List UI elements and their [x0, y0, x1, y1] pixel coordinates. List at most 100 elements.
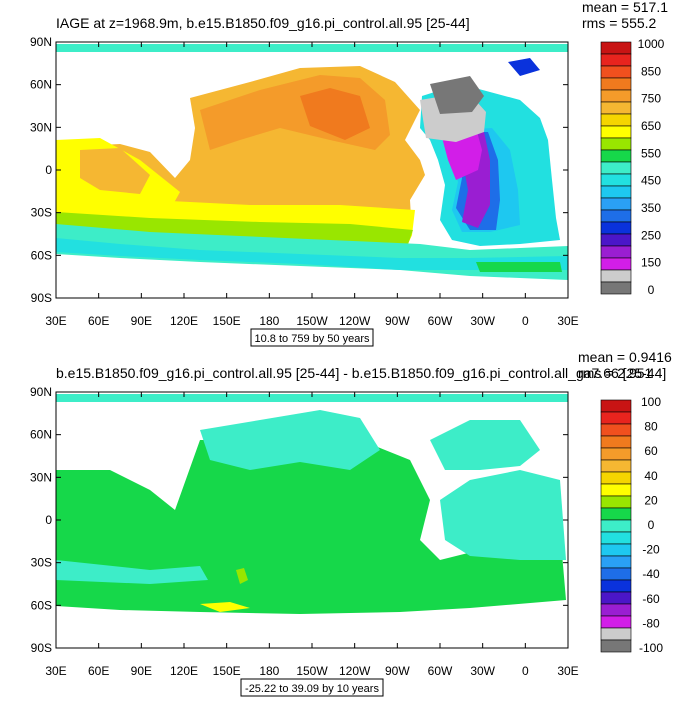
colorbar-swatch [600, 483, 632, 497]
colorbar-swatch [600, 507, 632, 521]
colorbar-swatch [600, 459, 632, 473]
x-tick-label: 120E [170, 664, 198, 678]
y-tick-label: 30N [30, 120, 52, 134]
x-tick-label: 150W [296, 314, 328, 328]
stat-mean: mean = 0.9416 [578, 349, 672, 365]
x-tick-label: 90W [385, 664, 410, 678]
colorbar-label: -80 [642, 616, 660, 630]
x-tick-label: 90E [131, 664, 152, 678]
colorbar-label: 60 [644, 444, 658, 458]
colorbar-label: 0 [648, 518, 655, 532]
stat-rms: rms = 2.951 [578, 365, 653, 381]
x-tick-label: 60E [88, 664, 109, 678]
colorbar-swatch [600, 555, 632, 569]
range-label: -25.22 to 39.09 by 10 years [245, 683, 379, 695]
colorbar-label: 250 [641, 228, 661, 242]
y-tick-label: 60N [30, 78, 52, 92]
stat-rms: rms = 555.2 [582, 15, 657, 31]
colorbar-swatch [600, 257, 632, 271]
x-tick-label: 30E [45, 314, 66, 328]
x-tick-label: 60E [88, 314, 109, 328]
axes-top: 30E 60E 90E 120E 150E 180 150W 120W 90W 60W 30W 0 30… [30, 35, 579, 328]
colorbar-label: 650 [641, 119, 661, 133]
colorbar-swatch [600, 89, 632, 103]
y-tick-label: 0 [45, 513, 52, 527]
x-tick-label: 90W [385, 314, 410, 328]
colorbar-bottom: 100 80 60 40 20 0 -20 -40 -60 -80 -100 [600, 395, 663, 655]
colorbar-label: -60 [642, 592, 660, 606]
x-tick-label: 30W [470, 664, 495, 678]
colorbar-swatch [600, 53, 632, 67]
range-label-box [250, 328, 374, 347]
colorbar-label: 750 [641, 92, 661, 106]
y-tick-label: 90S [31, 641, 52, 655]
colorbar-label: 350 [641, 201, 661, 215]
colorbar-swatch [600, 639, 632, 653]
field-dark-grey-youngest [430, 76, 484, 114]
colorbar-swatch [600, 543, 632, 557]
colorbar-swatch [600, 173, 632, 187]
colorbar-swatch [600, 495, 632, 509]
colorbar-top: 1000 850 750 650 550 450 350 250 150 0 [600, 37, 665, 297]
field-north-atlantic-neg [430, 420, 540, 470]
x-tick-label: 150E [213, 314, 241, 328]
colorbar-swatch [600, 627, 632, 641]
range-label: 10.8 to 759 by 50 years [255, 333, 370, 345]
field-positive-spot [236, 568, 248, 584]
x-tick-label: 180 [259, 664, 279, 678]
y-tick-label: 30N [30, 470, 52, 484]
colorbar-label: 1000 [638, 37, 665, 51]
colorbar-swatch [600, 161, 632, 175]
colorbar-swatch [600, 245, 632, 259]
field-indian-neg [56, 560, 208, 584]
y-tick-label: 60N [30, 428, 52, 442]
x-tick-label: 30E [557, 664, 578, 678]
stat-mean: mean = 517.1 [582, 0, 668, 15]
colorbar-swatch [600, 233, 632, 247]
x-tick-label: 120E [170, 314, 198, 328]
panel-top: IAGE at z=1968.9m, b.e15.B1850.f09_g16.p… [30, 0, 668, 347]
y-tick-label: 30S [31, 556, 52, 570]
colorbar-swatch [600, 209, 632, 223]
x-tick-label: 180 [259, 314, 279, 328]
colorbar-swatch [600, 579, 632, 593]
x-tick-label: 30E [45, 664, 66, 678]
colorbar-swatch [600, 125, 632, 139]
map-area [55, 41, 569, 299]
colorbar-swatch [600, 531, 632, 545]
colorbar-swatch [600, 137, 632, 151]
y-tick-label: 60S [31, 598, 52, 612]
field-north-pacific-neg [200, 410, 380, 470]
colorbar-swatch [600, 399, 632, 413]
colorbar-swatch [600, 41, 632, 55]
colorbar-swatch [600, 65, 632, 79]
colorbar-label: 20 [644, 493, 658, 507]
colorbar-swatch [600, 423, 632, 437]
panel-title: IAGE at z=1968.9m, b.e15.B1850.f09_g16.p… [56, 15, 470, 31]
colorbar-swatch [600, 603, 632, 617]
colorbar-swatch [600, 567, 632, 581]
colorbar-swatch [600, 101, 632, 115]
panel-bottom: b.e15.B1850.f09_g16.pi_control.all.95 [2… [30, 349, 672, 697]
colorbar-label: 850 [641, 64, 661, 78]
y-tick-label: 60S [31, 248, 52, 262]
colorbar-swatch [600, 411, 632, 425]
x-tick-label: 0 [522, 314, 529, 328]
colorbar-label: 150 [641, 256, 661, 270]
y-tick-label: 90N [30, 385, 52, 399]
field-oldest-water [300, 88, 370, 140]
colorbar-swatch [600, 185, 632, 199]
field-nordic-seas [508, 58, 540, 76]
field-weddell [476, 262, 562, 272]
colorbar-label: 0 [648, 283, 655, 297]
x-tick-label: 120W [339, 664, 371, 678]
map-area [55, 391, 569, 649]
x-tick-label: 60W [428, 314, 453, 328]
x-tick-label: 30E [557, 314, 578, 328]
colorbar-swatch [600, 281, 632, 295]
x-tick-label: 60W [428, 664, 453, 678]
field-positive-ross [200, 602, 250, 612]
colorbar-label: -100 [639, 641, 663, 655]
